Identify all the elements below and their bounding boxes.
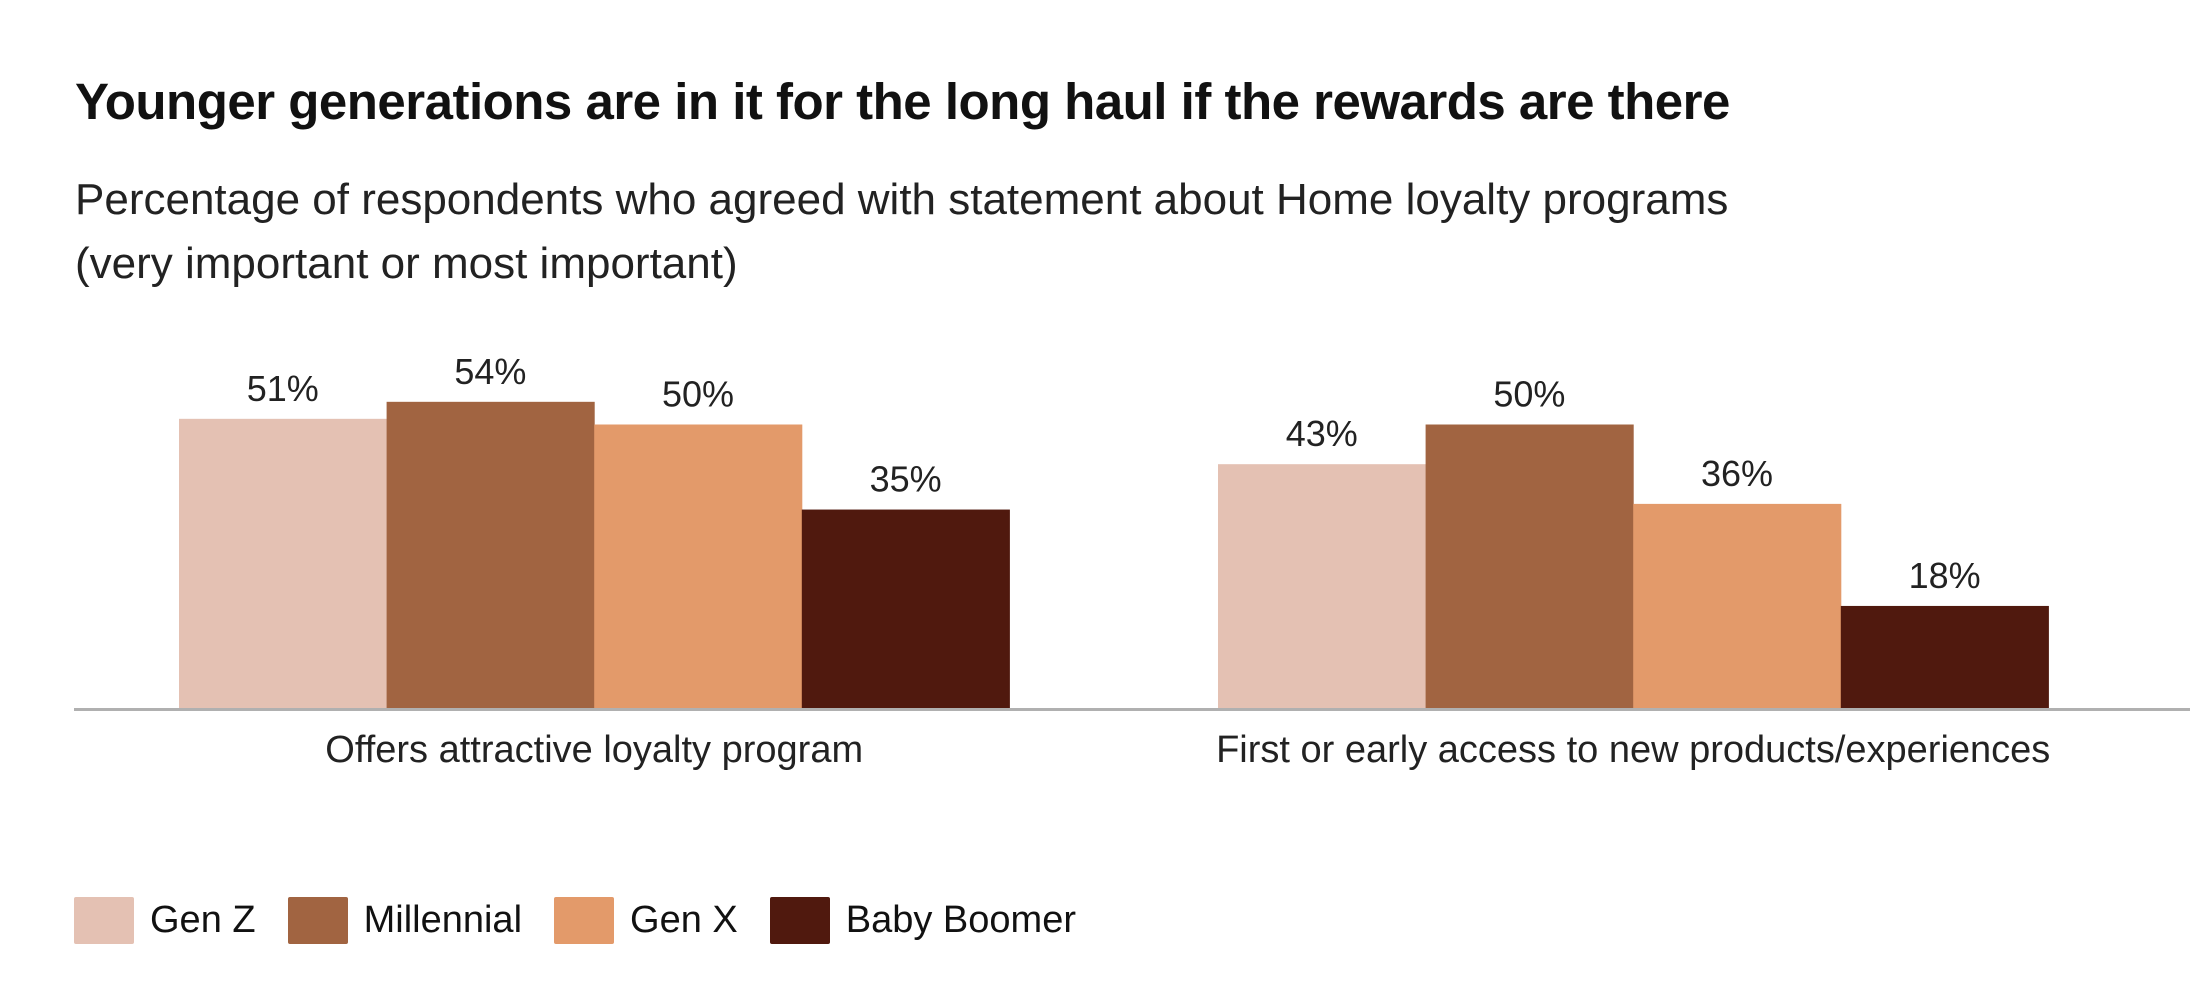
legend-swatch xyxy=(74,897,134,944)
legend-label: Gen X xyxy=(630,899,738,941)
bar xyxy=(1218,464,1427,708)
legend-label: Millennial xyxy=(363,899,523,941)
legend-swatch xyxy=(769,897,830,944)
bar xyxy=(1840,605,2049,708)
data-label: 50% xyxy=(1493,374,1565,415)
bar xyxy=(386,401,595,708)
category-label: First or early access to new products/ex… xyxy=(1216,729,2050,771)
legend-swatch xyxy=(554,897,615,944)
bar xyxy=(1425,424,1634,708)
data-label: 36% xyxy=(1701,453,1773,494)
bar xyxy=(801,509,1010,708)
bar xyxy=(179,418,388,708)
data-label: 54% xyxy=(454,351,526,392)
category-label: Offers attractive loyalty program xyxy=(325,729,863,771)
data-label: 35% xyxy=(870,459,942,500)
chart-title: Younger generations are in it for the lo… xyxy=(75,73,1730,130)
bar xyxy=(594,424,803,708)
legend-item-baby-boomer: Baby Boomer xyxy=(769,897,1076,944)
legend-swatch xyxy=(287,897,348,944)
subtitle-line-2: (very important or most important) xyxy=(75,239,738,288)
data-label: 50% xyxy=(662,374,734,415)
legend-item-gen-z: Gen Z xyxy=(74,897,256,944)
chart-subtitle: Percentage of respondents who agreed wit… xyxy=(75,168,1728,296)
legend-label: Baby Boomer xyxy=(845,899,1076,941)
legend-label: Gen Z xyxy=(150,899,256,941)
subtitle-line-1: Percentage of respondents who agreed wit… xyxy=(75,175,1729,224)
data-label: 18% xyxy=(1909,555,1981,596)
legend: Gen Z Millennial Gen X Baby Boomer xyxy=(74,897,1108,944)
data-label: 51% xyxy=(247,368,319,409)
data-label: 43% xyxy=(1286,413,1358,454)
legend-item-gen-x: Gen X xyxy=(554,897,738,944)
bar xyxy=(1633,503,1842,708)
legend-item-millennial: Millennial xyxy=(287,897,523,944)
